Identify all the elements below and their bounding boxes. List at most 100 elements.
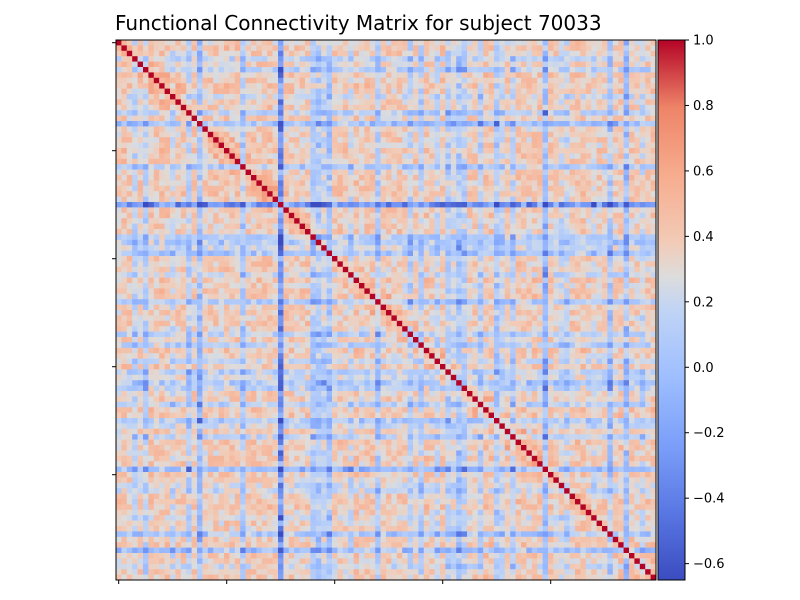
heatmap-cell [267, 153, 273, 160]
heatmap-cell [645, 223, 651, 230]
heatmap-cell [272, 88, 279, 95]
heatmap-cell [240, 212, 246, 219]
heatmap-cell [623, 202, 630, 208]
heatmap-cell [375, 164, 381, 170]
heatmap-cell [148, 207, 155, 214]
heatmap-cell [207, 115, 214, 122]
heatmap-cell [278, 77, 284, 84]
heatmap-cell [251, 256, 257, 262]
heatmap-cell [413, 277, 419, 284]
heatmap-cell [650, 283, 657, 289]
heatmap-cell [639, 185, 646, 192]
heatmap-cell [629, 283, 635, 289]
heatmap-cell [440, 50, 446, 57]
heatmap-cell [353, 158, 360, 165]
heatmap-cell [359, 142, 365, 149]
heatmap-cell [251, 148, 257, 154]
heatmap-cell [359, 239, 365, 246]
heatmap-cell [240, 283, 246, 289]
heatmap-cell [305, 131, 311, 138]
heatmap-cell [197, 202, 203, 208]
heatmap-cell [121, 131, 128, 138]
heatmap-cell [634, 229, 641, 235]
heatmap-cell [218, 164, 225, 170]
heatmap-cell [515, 304, 522, 311]
heatmap-cell [251, 261, 257, 268]
heatmap-cell [180, 293, 187, 300]
heatmap-cell [218, 131, 225, 138]
heatmap-cell [326, 56, 333, 62]
heatmap-cell [607, 239, 614, 246]
heatmap-cell [607, 175, 614, 181]
heatmap-cell [472, 185, 479, 192]
heatmap-cell [380, 304, 387, 311]
heatmap-cell [569, 164, 576, 170]
heatmap-cell [639, 77, 646, 84]
heatmap-cell [380, 94, 387, 100]
heatmap-cell [548, 196, 554, 203]
heatmap-cell [467, 180, 473, 187]
heatmap-cell [467, 207, 473, 214]
heatmap-cell [602, 115, 608, 122]
heatmap-cell [477, 223, 484, 230]
heatmap-cell [607, 142, 614, 149]
heatmap-cell [164, 94, 171, 100]
heatmap-cell [623, 266, 630, 273]
heatmap-cell [175, 158, 182, 165]
heatmap-cell [288, 153, 295, 160]
heatmap-cell [148, 299, 155, 305]
heatmap-cell [472, 115, 479, 122]
heatmap-cell [580, 77, 587, 84]
heatmap-cell [218, 207, 225, 214]
heatmap-cell [580, 148, 587, 154]
heatmap-cell [326, 169, 333, 176]
heatmap-cell [288, 196, 295, 203]
heatmap-cell [607, 202, 614, 208]
heatmap-cell [342, 245, 349, 251]
heatmap-cell [359, 137, 365, 143]
heatmap-cell [456, 131, 462, 138]
heatmap-cell [602, 283, 608, 289]
heatmap-cell [180, 50, 187, 57]
heatmap-cell [612, 56, 619, 62]
heatmap-cell [202, 191, 209, 197]
heatmap-cell [353, 245, 360, 251]
heatmap-cell [278, 104, 284, 111]
heatmap-cell [364, 131, 371, 138]
heatmap-cell [283, 99, 290, 106]
heatmap-cell [294, 131, 300, 138]
heatmap-cell [434, 229, 441, 235]
heatmap-cell [245, 283, 252, 289]
heatmap-cell [639, 239, 646, 246]
heatmap-cell [143, 137, 149, 143]
heatmap-cell [542, 94, 549, 100]
heatmap-cell [294, 202, 300, 208]
heatmap-cell [494, 83, 500, 89]
heatmap-cell [153, 202, 160, 208]
heatmap-cell [375, 61, 381, 68]
heatmap-cell [564, 158, 570, 165]
heatmap-cell [180, 261, 187, 268]
heatmap-cell [575, 245, 581, 251]
heatmap-cell [180, 256, 187, 262]
heatmap-cell [645, 131, 651, 138]
heatmap-cell [521, 185, 527, 192]
heatmap-cell [315, 256, 322, 262]
heatmap-cell [483, 94, 489, 100]
heatmap-cell [612, 158, 619, 165]
heatmap-cell [569, 40, 576, 46]
heatmap-cell [477, 169, 484, 176]
heatmap-cell [126, 180, 133, 187]
heatmap-cell [159, 180, 165, 187]
heatmap-cell [369, 304, 376, 311]
heatmap-cell [197, 83, 203, 89]
heatmap-cell [634, 67, 641, 73]
heatmap-cell [359, 223, 365, 230]
heatmap-cell [148, 88, 155, 95]
heatmap-cell [477, 288, 484, 295]
heatmap-cell [153, 218, 160, 224]
heatmap-cell [224, 40, 230, 46]
heatmap-cell [207, 104, 214, 111]
heatmap-cell [121, 148, 128, 154]
heatmap-cell [229, 288, 236, 295]
